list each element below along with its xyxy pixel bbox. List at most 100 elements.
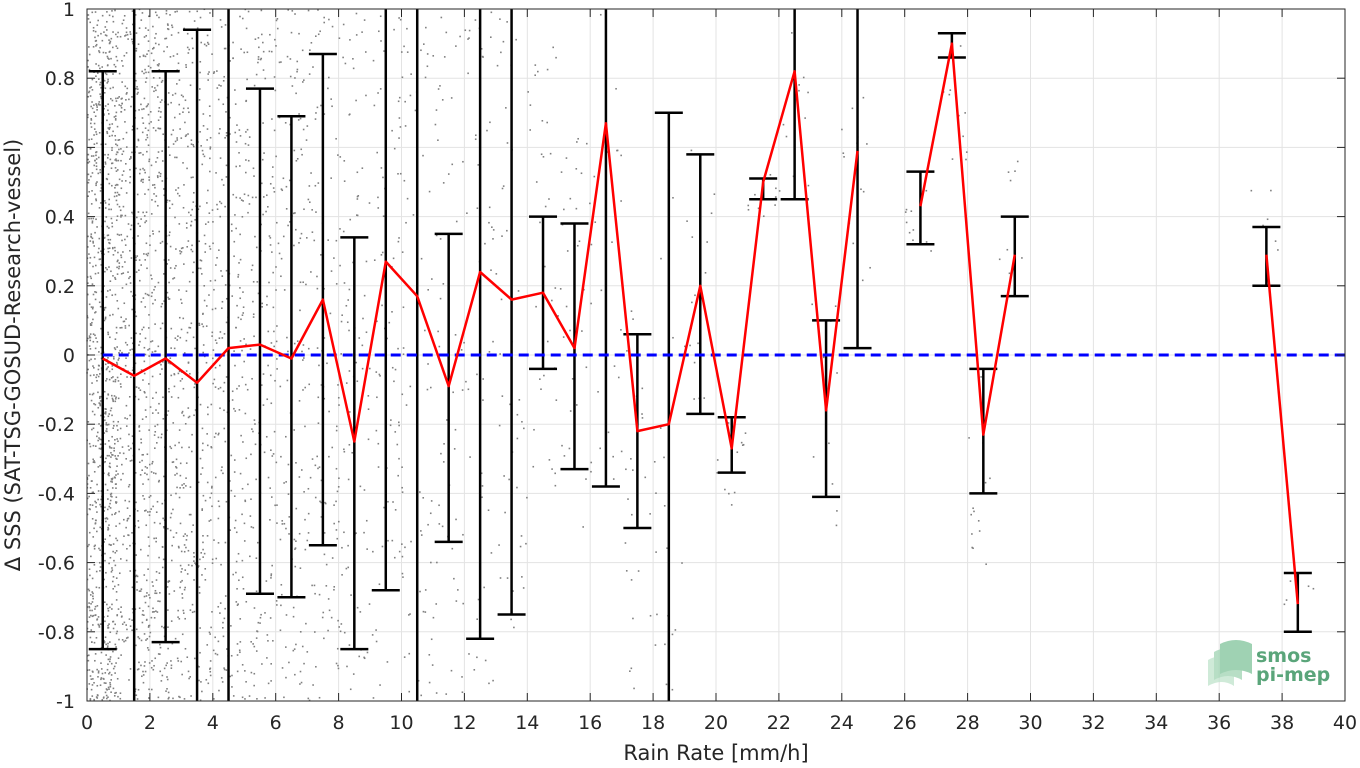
scatter-point [225, 269, 228, 272]
scatter-point [165, 12, 168, 15]
scatter-point [435, 109, 438, 111]
x-tick-label: 18 [641, 712, 665, 734]
scatter-point [105, 73, 108, 76]
scatter-point [202, 541, 204, 544]
scatter-point [399, 18, 402, 21]
scatter-point [271, 175, 274, 178]
scatter-point [93, 134, 95, 136]
scatter-point [126, 519, 129, 522]
scatter-point [243, 51, 246, 54]
scatter-point [355, 99, 357, 102]
scatter-point [168, 154, 171, 156]
scatter-point [108, 14, 111, 17]
scatter-point [492, 679, 494, 682]
scatter-point [102, 697, 105, 699]
scatter-point [121, 351, 123, 354]
scatter-point [162, 396, 164, 399]
scatter-point [599, 13, 602, 16]
scatter-point [140, 264, 143, 266]
scatter-point [543, 374, 545, 377]
scatter-point [569, 329, 571, 332]
scatter-point [128, 618, 131, 620]
scatter-point [252, 167, 255, 170]
scatter-point [381, 545, 384, 548]
scatter-point [115, 502, 117, 504]
scatter-point [109, 280, 112, 283]
scatter-point [107, 113, 110, 115]
scatter-point [152, 59, 155, 62]
scatter-point [363, 657, 366, 660]
scatter-point [259, 58, 262, 61]
scatter-point [241, 559, 244, 562]
scatter-point [120, 373, 122, 375]
scatter-point [87, 654, 90, 657]
scatter-point [235, 531, 238, 534]
scatter-point [136, 146, 138, 148]
scatter-point [398, 137, 400, 139]
scatter-point [229, 60, 231, 62]
scatter-point [97, 623, 100, 626]
scatter-point [314, 631, 316, 633]
scatter-point [134, 688, 137, 691]
scatter-point [242, 200, 244, 202]
scatter-point [110, 662, 113, 665]
scatter-point [95, 158, 98, 160]
scatter-point [253, 335, 255, 338]
scatter-point [641, 387, 644, 390]
scatter-point [656, 613, 658, 616]
scatter-point [96, 24, 99, 26]
scatter-point [239, 287, 241, 289]
scatter-point [188, 326, 190, 329]
scatter-point [302, 359, 304, 361]
scatter-point [142, 108, 145, 110]
scatter-point [151, 291, 153, 294]
scatter-point [170, 494, 172, 497]
scatter-point [225, 164, 228, 167]
scatter-point [122, 19, 125, 21]
scatter-point [108, 688, 110, 690]
scatter-point [328, 609, 331, 612]
scatter-point [376, 396, 378, 399]
scatter-point [327, 239, 329, 241]
scatter-point [108, 562, 110, 565]
scatter-point [147, 554, 149, 557]
scatter-point [213, 436, 216, 438]
scatter-point [163, 667, 166, 670]
scatter-point [106, 645, 109, 647]
scatter-point [145, 396, 148, 398]
scatter-point [107, 153, 110, 156]
scatter-point [190, 139, 193, 141]
scatter-point [97, 466, 100, 468]
scatter-point [984, 481, 987, 484]
scatter-point [1289, 580, 1292, 582]
scatter-point [151, 199, 153, 201]
scatter-point [203, 155, 206, 158]
scatter-point [97, 670, 100, 672]
scatter-point [523, 427, 525, 430]
scatter-point [128, 395, 131, 398]
scatter-point [499, 577, 502, 579]
scatter-point [452, 391, 454, 394]
scatter-point [112, 376, 114, 378]
scatter-point [234, 364, 236, 367]
scatter-point [575, 167, 578, 170]
scatter-point [254, 235, 256, 238]
x-tick-label: 10 [389, 712, 413, 734]
scatter-point [190, 214, 192, 216]
scatter-point [161, 180, 164, 182]
scatter-point [95, 168, 98, 171]
scatter-point [337, 664, 339, 667]
scatter-point [1008, 272, 1011, 275]
scatter-point [110, 478, 113, 480]
scatter-point [202, 351, 205, 354]
scatter-point [125, 27, 128, 29]
scatter-point [302, 281, 305, 284]
scatter-point [130, 224, 133, 227]
scatter-point [520, 535, 523, 537]
scatter-point [93, 641, 96, 644]
scatter-point [482, 56, 484, 58]
scatter-point [299, 670, 302, 673]
scatter-point [156, 14, 158, 17]
scatter-point [239, 135, 242, 137]
scatter-point [283, 289, 286, 291]
